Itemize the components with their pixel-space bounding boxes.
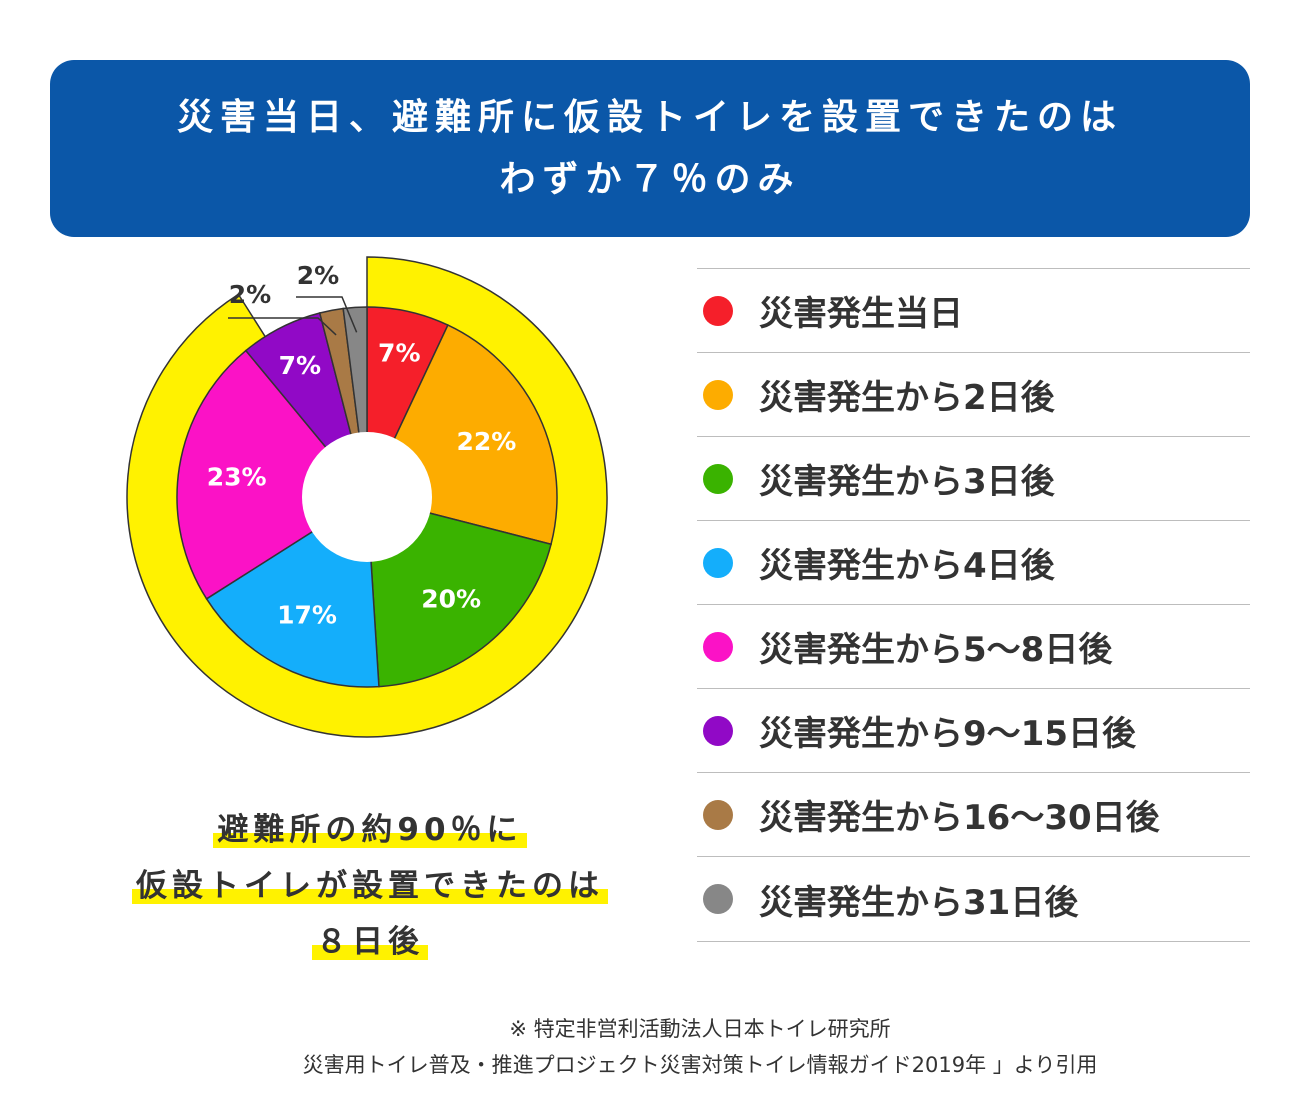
pie-slice xyxy=(366,496,552,688)
leader-line xyxy=(296,296,358,333)
slice-value-label: 20% xyxy=(421,585,481,614)
slice-value-label: 7% xyxy=(279,351,321,380)
legend-label: 災害発生から3日後 xyxy=(759,462,1055,502)
slice-value-label: 23% xyxy=(207,462,267,491)
note-line-2: 仮設トイレが設置できたのは xyxy=(132,868,608,904)
legend-item: 災害発生から5〜8日後 xyxy=(697,604,1250,688)
legend-swatch xyxy=(703,631,733,662)
legend-swatch xyxy=(703,295,733,326)
legend-label: 災害発生から16〜30日後 xyxy=(759,798,1160,838)
annotation-note: 避難所の約90％に 仮設トイレが設置できたのは ８日後 xyxy=(70,802,670,970)
legend-label: 災害発生から31日後 xyxy=(759,882,1079,923)
legend-item: 災害発生から9〜15日後 xyxy=(697,688,1250,772)
legend-item: 災害発生から3日後 xyxy=(697,436,1250,520)
title-line-2: わずか７％のみ xyxy=(499,158,801,200)
legend-item: 災害発生から4日後 xyxy=(697,520,1250,604)
source-line-2: 災害用トイレ普及・推進プロジェクト災害対策トイレ情報ガイド2019年 」より引用 xyxy=(302,1053,1098,1077)
legend-label: 災害発生から4日後 xyxy=(759,546,1055,586)
legend-swatch xyxy=(703,884,733,914)
legend-swatch xyxy=(703,715,733,746)
slice-value-label: 7% xyxy=(378,339,420,368)
legend-swatch xyxy=(703,547,733,578)
slice-value-label: 2% xyxy=(297,261,339,290)
legend: 災害発生当日災害発生から2日後 災害発生から3日後 災害発生から4日後災害発生から5… xyxy=(697,268,1250,942)
note-line-1: 避難所の約90％に xyxy=(213,812,527,848)
donut-chart: 7% 22% 20% 17% 23% 7% 2% 2% xyxy=(126,256,608,738)
donut-hole xyxy=(302,432,432,562)
legend-item: 災害発生から31日後 xyxy=(697,856,1250,942)
legend-label: 災害発生から2日後 xyxy=(759,378,1055,418)
slice-value-label: 17% xyxy=(277,601,337,630)
title-line-1: 災害当日、避難所に仮設トイレを設置できたのは xyxy=(176,96,1123,138)
legend-item: 災害発生当日 xyxy=(697,268,1250,352)
title-banner: 災害当日、避難所に仮設トイレを設置できたのは わずか７％のみ xyxy=(50,60,1250,237)
leader-line xyxy=(228,317,337,336)
legend-item: 災害発生から2日後 xyxy=(697,352,1250,436)
legend-label: 災害発生当日 xyxy=(759,294,963,334)
source-line-1: ※ 特定非営利活動法人日本トイレ研究所 xyxy=(509,1017,891,1041)
legend-item: 災害発生から16〜30日後 xyxy=(697,772,1250,856)
legend-label: 災害発生から5〜8日後 xyxy=(759,630,1113,670)
legend-swatch xyxy=(703,379,733,410)
legend-swatch xyxy=(703,799,733,830)
legend-label: 災害発生から9〜15日後 xyxy=(759,714,1136,754)
note-line-3: ８日後 xyxy=(312,924,428,960)
legend-swatch xyxy=(703,463,733,494)
slice-value-label: 22% xyxy=(457,427,517,456)
pie-slice xyxy=(176,349,369,600)
slice-value-label: 2% xyxy=(229,280,271,309)
